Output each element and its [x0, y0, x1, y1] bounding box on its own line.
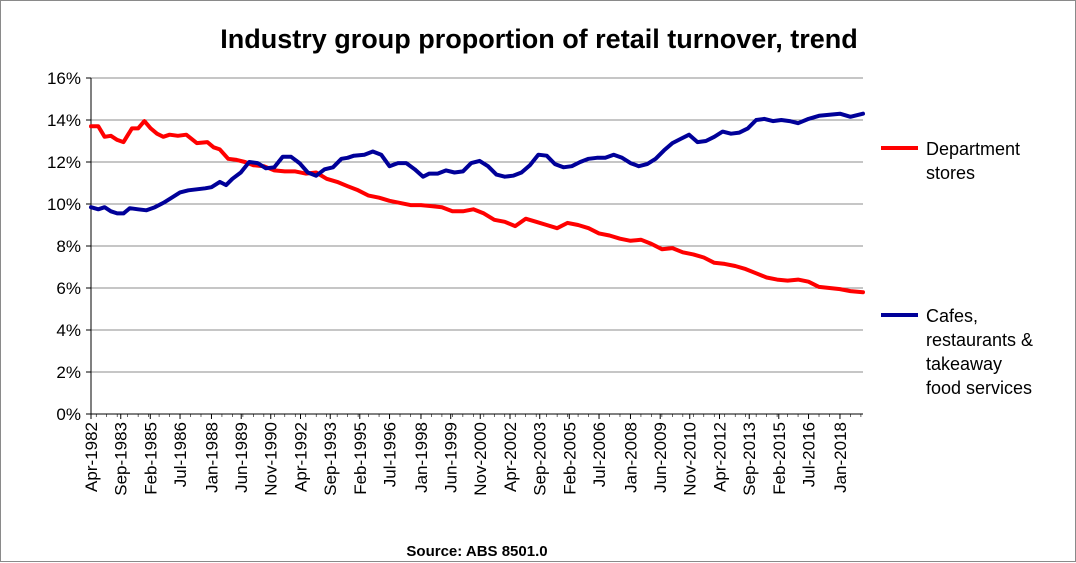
x-tick-label: Sep-1993: [321, 422, 340, 496]
gridlines: [91, 77, 863, 373]
legend-label: food services: [926, 378, 1032, 398]
x-tick-label: Jun-2009: [651, 422, 670, 493]
x-tick-label: Jul-1996: [381, 422, 400, 487]
y-tick-label: 0%: [56, 405, 81, 424]
x-tick-label: Feb-1995: [351, 422, 370, 495]
x-tick-label: Jan-1988: [202, 422, 221, 493]
legend-label: Department: [926, 139, 1020, 159]
y-tick-label: 10%: [47, 195, 81, 214]
x-tick-label: Apr-1982: [82, 422, 101, 492]
y-tick-label: 6%: [56, 279, 81, 298]
y-tick-label: 14%: [47, 111, 81, 130]
legend-label: restaurants &: [926, 330, 1033, 350]
y-tick-label: 8%: [56, 237, 81, 256]
legend: Department stores Cafes, restaurants & takea…: [881, 139, 1033, 398]
x-tick-label: Feb-1985: [141, 422, 160, 495]
series-lines: [89, 111, 865, 295]
series-line-department-stores: [89, 119, 865, 295]
x-tick-label: Sep-1983: [112, 422, 131, 496]
y-axis-ticks: 0% 2% 4% 6% 8% 10% 12% 14% 16%: [47, 69, 91, 424]
x-tick-label: Apr-1992: [291, 422, 310, 492]
x-tick-label: Jul-2006: [590, 422, 609, 487]
x-tick-label: Apr-2012: [710, 422, 729, 492]
y-tick-label: 2%: [56, 363, 81, 382]
series-line-cafes-restaurants: [89, 111, 865, 216]
x-tick-label: Jan-1998: [412, 422, 431, 493]
x-tick-label: Feb-2005: [560, 422, 579, 495]
legend-label: stores: [926, 163, 975, 183]
x-tick-label: Feb-2015: [770, 422, 789, 495]
x-tick-label: Nov-2000: [471, 422, 490, 496]
chart-title: Industry group proportion of retail turn…: [220, 24, 858, 54]
source-note: Source: ABS 8501.0: [406, 543, 547, 560]
x-tick-label: Apr-2002: [501, 422, 520, 492]
x-tick-label: Jul-1986: [171, 422, 190, 487]
x-tick-label: Sep-2013: [740, 422, 759, 496]
x-tick-label: Jan-2008: [621, 422, 640, 493]
axes: [90, 78, 863, 415]
x-tick-label: Jun-1999: [442, 422, 461, 493]
x-tick-label: Sep-2003: [531, 422, 550, 496]
y-tick-label: 4%: [56, 321, 81, 340]
x-tick-label: Jan-2018: [831, 422, 850, 493]
x-axis-ticks: Apr-1982 Sep-1983 Feb-1985 Jul-1986 Jan-1988…: [82, 414, 862, 496]
y-tick-label: 16%: [47, 69, 81, 88]
x-tick-label: Jul-2016: [800, 422, 819, 487]
y-tick-label: 12%: [47, 153, 81, 172]
legend-label: Cafes,: [926, 306, 978, 326]
legend-label: takeaway: [926, 354, 1002, 374]
x-tick-label: Nov-1990: [262, 422, 281, 496]
x-tick-label: Jun-1989: [232, 422, 251, 493]
x-tick-label: Nov-2010: [681, 422, 700, 496]
